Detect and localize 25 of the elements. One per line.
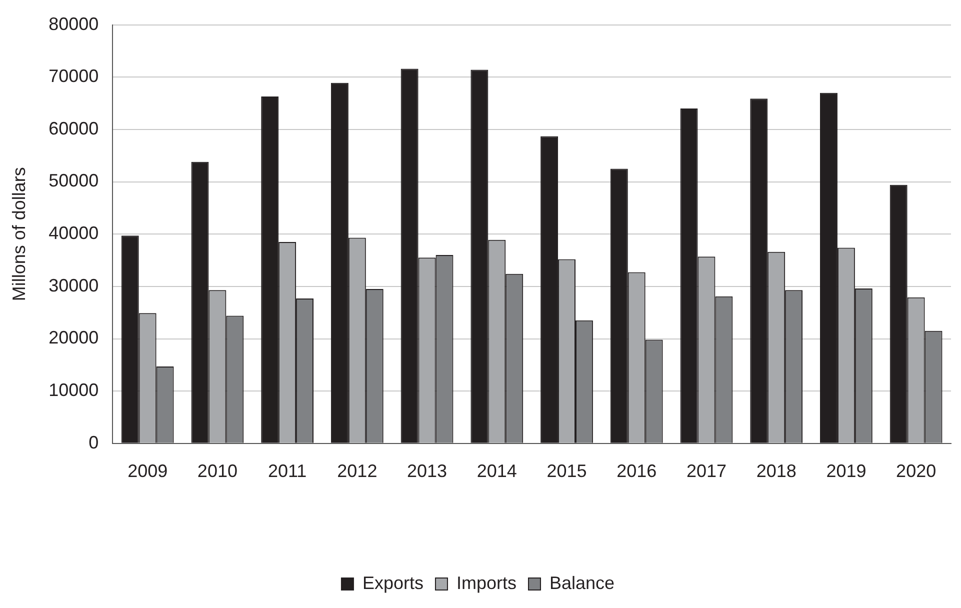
legend-label: Balance — [549, 572, 615, 593]
y-tick-label: 0 — [88, 432, 99, 452]
x-tick-label: 2009 — [128, 461, 168, 482]
y-tick-label: 20000 — [48, 328, 99, 348]
x-tick-label: 2015 — [546, 461, 587, 482]
x-tick-label: 2019 — [826, 461, 866, 482]
y-tick-label: 70000 — [48, 66, 99, 86]
y-tick-label: 60000 — [48, 118, 99, 138]
y-tick-label: 80000 — [48, 14, 99, 34]
x-tick-label: 2013 — [407, 461, 448, 482]
y-tick-label: 50000 — [48, 170, 99, 191]
x-tick-label: 2020 — [896, 461, 936, 482]
x-tick-label: 2011 — [268, 461, 307, 482]
legend-label: Imports — [456, 572, 516, 593]
y-axis-title: Millons of dollars — [8, 167, 29, 302]
x-tick-label: 2010 — [197, 461, 238, 482]
x-tick-label: 2018 — [756, 461, 796, 482]
x-tick-label: 2012 — [337, 461, 378, 482]
y-tick-label: 40000 — [48, 223, 99, 244]
x-tick-label: 2014 — [476, 461, 517, 482]
y-tick-label: 10000 — [48, 380, 99, 400]
legend-label: Exports — [362, 572, 424, 593]
x-tick-label: 2017 — [686, 461, 727, 482]
y-tick-label: 30000 — [48, 275, 99, 296]
x-tick-label: 2016 — [616, 461, 657, 482]
